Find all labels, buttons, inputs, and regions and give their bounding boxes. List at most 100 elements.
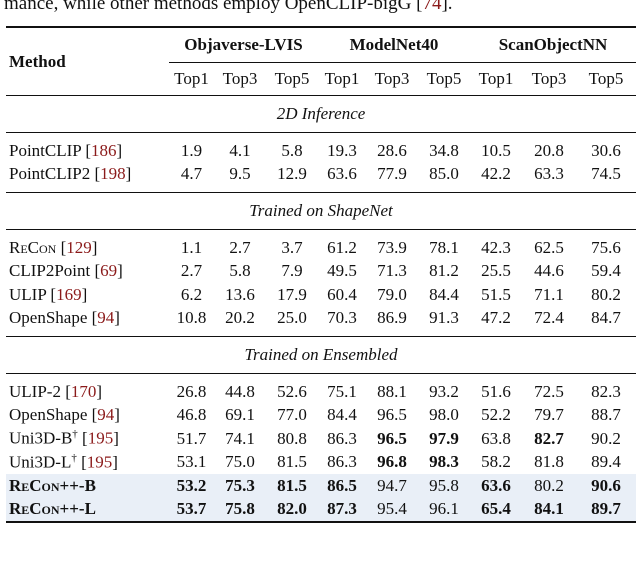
value-cell: 91.3	[429, 308, 459, 328]
value-cell: 47.2	[481, 308, 511, 328]
citation-link[interactable]: 94	[97, 405, 115, 425]
value-cell: 52.2	[481, 405, 511, 425]
method-name: ULIP-2	[9, 381, 61, 401]
citation-link[interactable]: 94	[97, 308, 115, 328]
value-cell: 1.1	[180, 237, 203, 257]
method-name: OpenShape	[9, 405, 88, 425]
metric-header: Top3	[531, 69, 567, 88]
value-cell: 1.9	[180, 140, 203, 160]
value-cell: 3.7	[281, 237, 303, 257]
citation-link[interactable]: 195	[87, 429, 114, 449]
dataset-header-scanobjectnn: ScanObjectNN	[470, 27, 636, 63]
value-cell: 81.5	[266, 474, 318, 498]
value-cell: 7.9	[281, 261, 303, 281]
value-cell: 72.4	[534, 308, 564, 328]
table-row: ULIP-2 [170] 26.8 44.8 52.6 75.1 88.1 93.2 51.6…	[6, 380, 636, 404]
value-cell: 69.1	[225, 405, 255, 425]
value-cell: 17.9	[277, 284, 307, 304]
value-cell: 96.5	[377, 428, 407, 448]
table-row: ReCon++-L 53.7 75.8 82.0 87.3 95.4 96.1 65.4 84.…	[6, 497, 636, 522]
table-row: OpenShape [94] 10.8 20.2 25.0 70.3 86.9 91.3 47…	[6, 307, 636, 331]
value-cell: 42.3	[481, 237, 511, 257]
citation-link[interactable]: 169	[56, 284, 82, 304]
value-cell: 88.1	[377, 381, 407, 401]
method-cell: PointCLIP [186]	[9, 140, 123, 160]
table-row: OpenShape [94] 46.8 69.1 77.0 84.4 96.5 98.0 52…	[6, 404, 636, 428]
citation-link[interactable]: 195	[86, 452, 113, 472]
citation-link[interactable]: 170	[70, 381, 97, 401]
citation-link[interactable]: 198	[100, 164, 126, 184]
value-cell: 86.5	[318, 474, 366, 498]
value-cell: 53.1	[176, 452, 207, 472]
table-row: CLIP2Point [69] 2.7 5.8 7.9 49.5 71.3 81.2 25.5…	[6, 260, 636, 284]
metric-header: Top5	[588, 69, 624, 88]
value-cell: 63.6	[470, 474, 522, 498]
value-cell: 30.6	[591, 140, 621, 160]
value-cell: 63.6	[327, 164, 357, 184]
value-cell: 53.7	[169, 497, 214, 522]
method-name: PointCLIP	[9, 140, 82, 160]
value-cell: 10.5	[481, 140, 511, 160]
metric-header: Top3	[222, 69, 258, 88]
value-cell: 84.1	[522, 497, 576, 522]
value-cell: 86.3	[327, 428, 357, 448]
citation-link[interactable]: 129	[66, 237, 92, 257]
table-row: ULIP [169] 6.2 13.6 17.9 60.4 79.0 84.4 51.5 71.…	[6, 283, 636, 307]
value-cell: 95.8	[418, 474, 470, 498]
value-cell: 81.5	[277, 452, 307, 472]
zero-shot-results-table: Method Objaverse-LVIS ModelNet40 ScanObj…	[6, 26, 636, 523]
citation-link[interactable]: 186	[91, 140, 117, 160]
value-cell: 95.4	[366, 497, 418, 522]
value-cell: 96.1	[418, 497, 470, 522]
value-cell: 80.2	[522, 474, 576, 498]
value-cell: 75.0	[225, 452, 255, 472]
value-cell: 84.4	[327, 405, 357, 425]
value-cell: 96.8	[377, 452, 407, 472]
value-cell: 97.9	[429, 428, 459, 448]
value-cell: 28.6	[377, 140, 407, 160]
table-body: 2D Inference PointCLIP [186] 1.9 4.1 5.8 19.3…	[6, 95, 636, 522]
metric-header: Top5	[274, 69, 310, 88]
value-cell: 88.7	[591, 405, 621, 425]
value-cell: 52.6	[277, 381, 307, 401]
value-cell: 58.2	[481, 452, 511, 472]
value-cell: 49.5	[327, 261, 357, 281]
value-cell: 2.7	[229, 237, 251, 257]
value-cell: 98.0	[429, 405, 459, 425]
method-name: CLIP2Point	[9, 261, 91, 281]
value-cell: 96.5	[377, 405, 407, 425]
value-cell: 53.2	[169, 474, 214, 498]
value-cell: 79.0	[377, 284, 407, 304]
value-cell: 81.8	[534, 452, 564, 472]
value-cell: 98.3	[429, 452, 459, 472]
value-cell: 42.2	[481, 164, 511, 184]
value-cell: 72.5	[534, 381, 564, 401]
section-title: Trained on Ensembled	[6, 336, 636, 374]
value-cell: 73.9	[377, 237, 407, 257]
table-row: PointCLIP [186] 1.9 4.1 5.8 19.3 28.6 34.8 10.5…	[6, 139, 636, 163]
value-cell: 75.3	[214, 474, 266, 498]
value-cell: 20.2	[225, 308, 255, 328]
method-name: ULIP	[9, 284, 47, 304]
value-cell: 20.8	[534, 140, 564, 160]
value-cell: 70.3	[327, 308, 357, 328]
preceding-text-end: ].	[441, 0, 453, 14]
value-cell: 90.2	[591, 428, 621, 448]
value-cell: 25.0	[277, 308, 307, 328]
value-cell: 13.6	[225, 284, 255, 304]
citation-link[interactable]: 69	[100, 261, 118, 281]
metric-header: Top1	[324, 69, 360, 88]
method-cell: ReCon++-L	[6, 497, 169, 522]
value-cell: 59.4	[591, 261, 621, 281]
method-cell: PointCLIP2 [198]	[9, 164, 132, 184]
value-cell: 74.5	[591, 164, 621, 184]
value-cell: 82.0	[266, 497, 318, 522]
value-cell: 5.8	[229, 261, 251, 281]
value-cell: 62.5	[534, 237, 564, 257]
value-cell: 44.8	[225, 381, 255, 401]
value-cell: 51.5	[481, 284, 511, 304]
metric-header: Top3	[374, 69, 410, 88]
method-cell: OpenShape [94]	[9, 405, 120, 425]
dataset-header-modelnet: ModelNet40	[318, 27, 470, 63]
value-cell: 74.1	[225, 428, 255, 448]
